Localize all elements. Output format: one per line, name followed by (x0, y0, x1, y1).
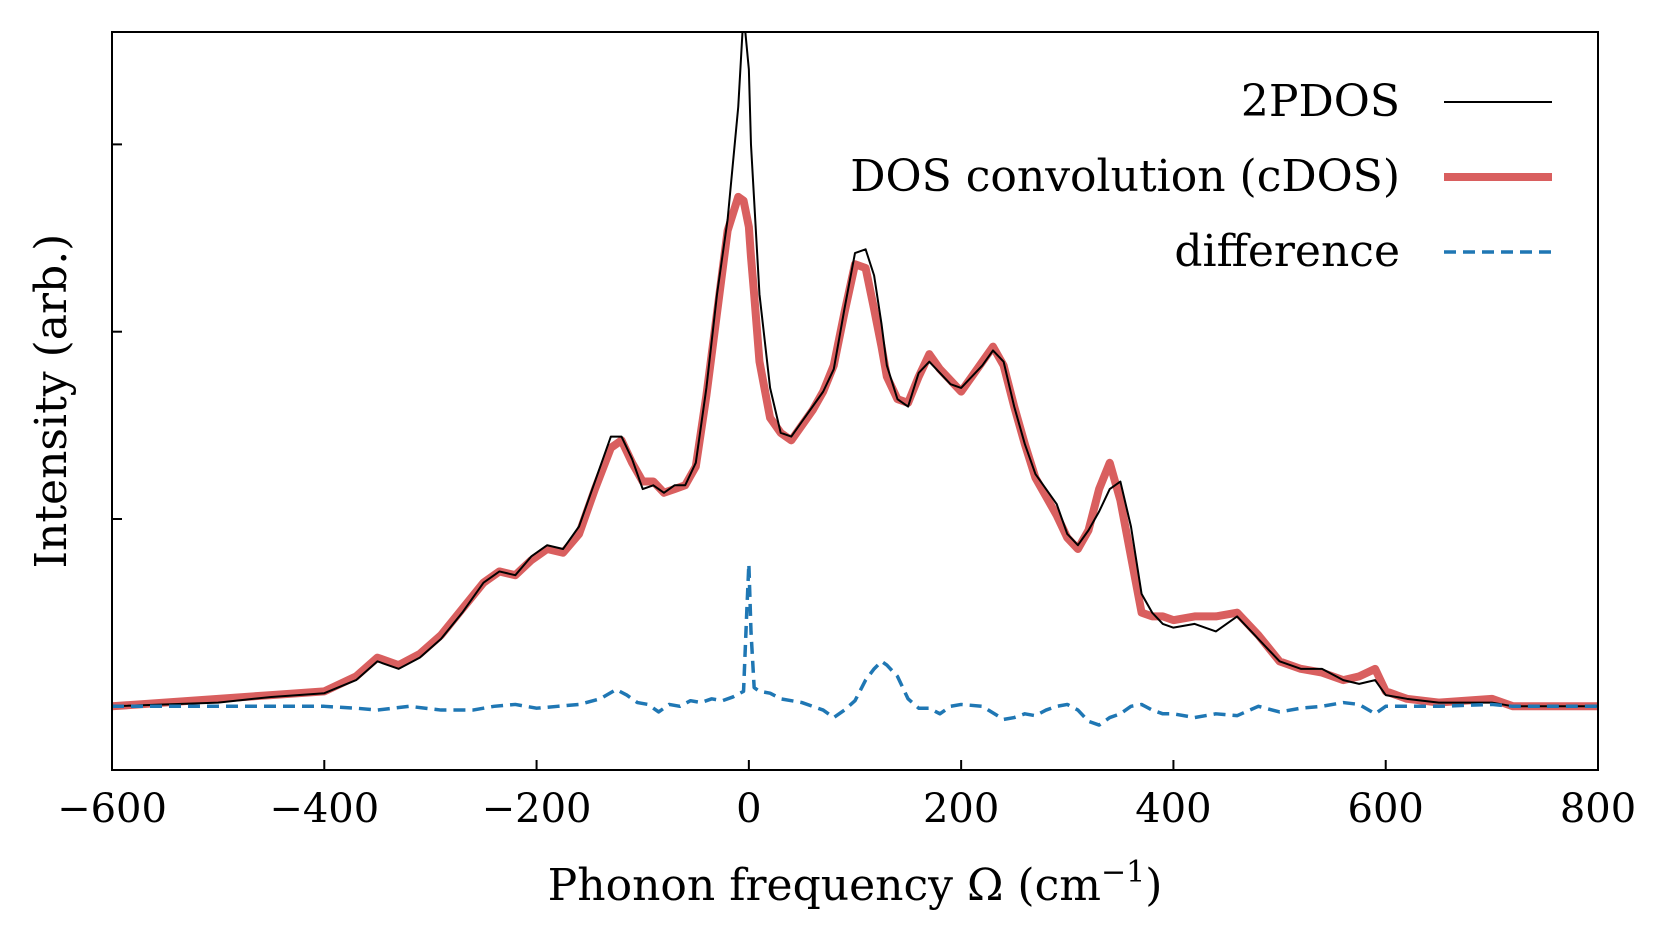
y-axis-ticks (112, 143, 122, 521)
series-difference-line (112, 562, 1598, 727)
x-tick-label: 400 (1135, 786, 1211, 832)
x-tick-label: −200 (482, 786, 592, 832)
x-axis-label-main: Phonon frequency Ω (cm (548, 860, 1101, 911)
legend-label-cdos: DOS convolution (cDOS) (850, 151, 1400, 202)
x-tick-label: 600 (1348, 786, 1424, 832)
x-axis-label: Phonon frequency Ω (cm−1) (548, 855, 1163, 911)
legend: 2PDOS DOS convolution (cDOS) difference (850, 76, 1552, 277)
series-cdos-line (112, 192, 1598, 711)
plot-area (112, 32, 1598, 727)
plot-frame (111, 31, 1599, 771)
x-tick-label: −400 (269, 786, 379, 832)
x-tick-label: 800 (1560, 786, 1636, 832)
x-tick-label: 0 (736, 786, 761, 832)
legend-label-difference: difference (1174, 226, 1400, 277)
x-tick-label: 200 (923, 786, 999, 832)
x-tick-label: −600 (57, 786, 167, 832)
y-axis-label: Intensity (arb.) (26, 234, 77, 569)
legend-label-2pdos: 2PDOS (1241, 76, 1400, 127)
x-axis-ticks: −600 −400 −200 0 200 400 600 800 (57, 760, 1636, 832)
x-axis-label-suffix: ) (1145, 860, 1162, 911)
x-axis-label-superscript: −1 (1101, 855, 1145, 890)
series-2pdos-line (112, 32, 1598, 708)
